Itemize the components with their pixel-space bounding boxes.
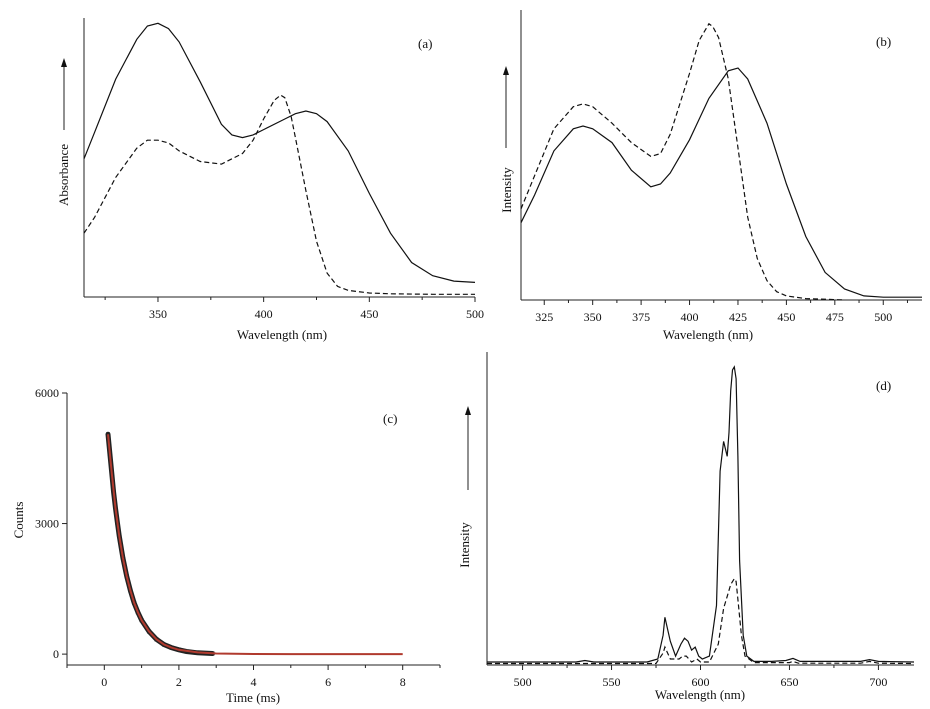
panel-b-series-solid: [520, 67, 922, 298]
panel-a-xlabel: Wavelength (nm): [237, 327, 327, 342]
x-tick-label: 650: [780, 675, 798, 689]
x-tick-label: 375: [632, 310, 650, 324]
panel-b-intensity: 325 350 375 400 425 450 475 500 (b) Wavelength …: [499, 10, 922, 342]
panel-a-absorbance: 350 400 450 500 (a) Wavelength (nm) Absorba…: [56, 18, 484, 342]
x-tick-label: 4: [251, 675, 257, 689]
x-tick-label: 400: [681, 310, 699, 324]
x-tick-label: 0: [101, 675, 107, 689]
x-tick-label: 400: [255, 307, 273, 321]
panel-a-label: (a): [418, 36, 432, 51]
y-tick-label: 6000: [35, 386, 59, 400]
x-tick-label: 500: [874, 310, 892, 324]
x-tick-label: 425: [729, 310, 747, 324]
panel-c-ticks: 0 2 4 6 8 0 3000 6000: [35, 386, 441, 689]
panel-d-ticks: 500 550 600 650 700: [514, 665, 887, 689]
panel-d-label: (d): [876, 378, 891, 393]
panel-c-decay: 0 2 4 6 8 0 3000 6000 (c) Time (ms) Counts: [11, 386, 441, 705]
panel-a-ylabel: Absorbance: [56, 144, 71, 206]
panel-a-series-dashed: [83, 94, 475, 295]
panel-a-series-solid: [83, 22, 476, 283]
panel-c-series-fit: [107, 434, 403, 656]
x-tick-label: 700: [869, 675, 887, 689]
panel-d-ylabel: Intensity: [457, 522, 472, 568]
up-arrow-icon: [465, 406, 471, 415]
up-arrow-icon: [503, 66, 509, 75]
panel-c-label: (c): [383, 411, 397, 426]
x-tick-label: 450: [360, 307, 378, 321]
panel-d-series-dashed: [487, 577, 915, 665]
panel-b-ticks: 325 350 375 400 425 450 475 500: [535, 300, 908, 324]
panel-b-label: (b): [876, 34, 891, 49]
panel-b-series-dashed: [520, 22, 845, 301]
x-tick-label: 8: [400, 675, 406, 689]
panel-b-xlabel: Wavelength (nm): [663, 327, 753, 342]
panel-c-ylabel: Counts: [11, 502, 26, 539]
panel-d-series-solid: [487, 365, 915, 663]
y-tick-label: 3000: [35, 517, 59, 531]
x-tick-label: 6: [325, 675, 331, 689]
data-trace: [105, 431, 215, 656]
panel-b-ylabel: Intensity: [499, 167, 514, 213]
x-tick-label: 350: [149, 307, 167, 321]
x-tick-label: 350: [584, 310, 602, 324]
x-tick-label: 500: [466, 307, 484, 321]
panel-c-xlabel: Time (ms): [226, 690, 280, 705]
y-tick-label: 0: [53, 647, 59, 661]
x-tick-label: 325: [535, 310, 553, 324]
x-tick-label: 600: [692, 675, 710, 689]
up-arrow-icon: [61, 58, 67, 67]
panel-c-data-points: [105, 431, 215, 656]
x-tick-label: 550: [603, 675, 621, 689]
panel-d-xlabel: Wavelength (nm): [655, 687, 745, 702]
panel-a-ticks: 350 400 450 500: [104, 297, 484, 321]
x-tick-label: 500: [514, 675, 532, 689]
x-tick-label: 2: [176, 675, 182, 689]
panel-d-emission: 500 550 600 650 700 (d) Wavelength (nm) Inte…: [457, 352, 915, 702]
x-tick-label: 450: [777, 310, 795, 324]
x-tick-label: 475: [826, 310, 844, 324]
